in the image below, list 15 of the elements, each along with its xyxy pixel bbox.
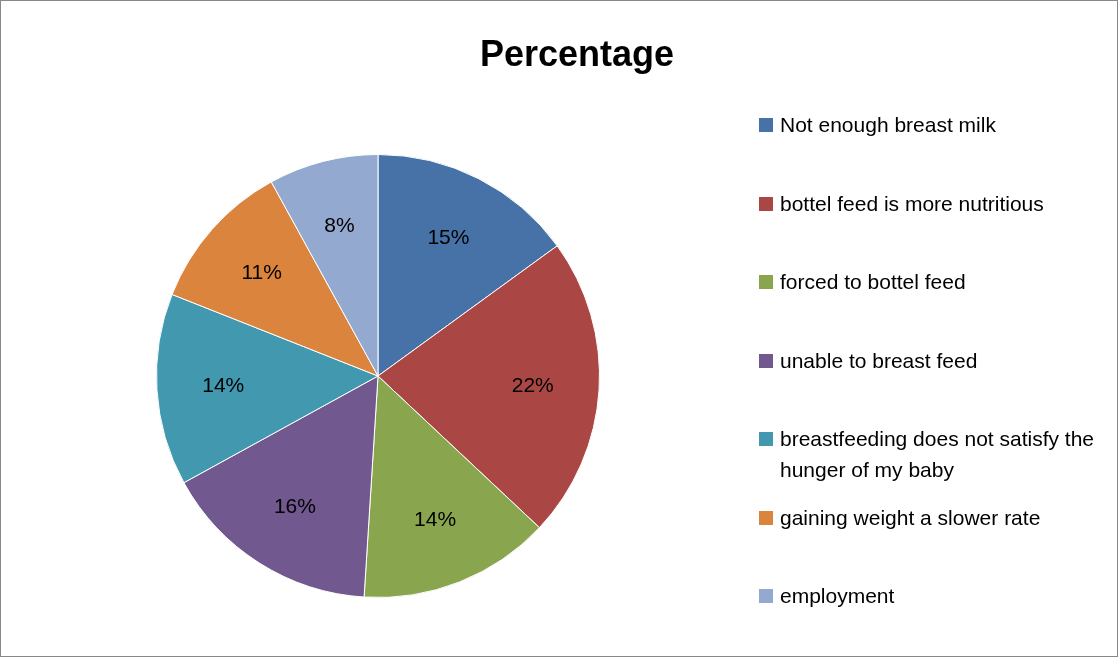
chart-title: Percentage xyxy=(478,33,676,75)
data-label: 22% xyxy=(511,372,554,396)
legend-label: employment xyxy=(780,583,895,609)
data-label: 16% xyxy=(273,493,316,517)
data-label: 14% xyxy=(202,372,245,396)
data-label: 11% xyxy=(241,260,282,284)
data-label: 8% xyxy=(324,212,355,236)
legend-label: unable to breast feed xyxy=(780,347,978,374)
data-label: 15% xyxy=(427,224,470,248)
legend-label: Not enough breast milk xyxy=(780,112,996,138)
data-label: 14% xyxy=(414,506,457,530)
legend-label: bottel feed is more nutritious xyxy=(780,190,1044,217)
legend-label: forced to bottel feed xyxy=(780,269,966,295)
legend-label: breastfeeding does not satisfy the hunger of my baby xyxy=(780,426,1096,483)
legend-label: gaining weight a slower rate xyxy=(780,504,1041,531)
